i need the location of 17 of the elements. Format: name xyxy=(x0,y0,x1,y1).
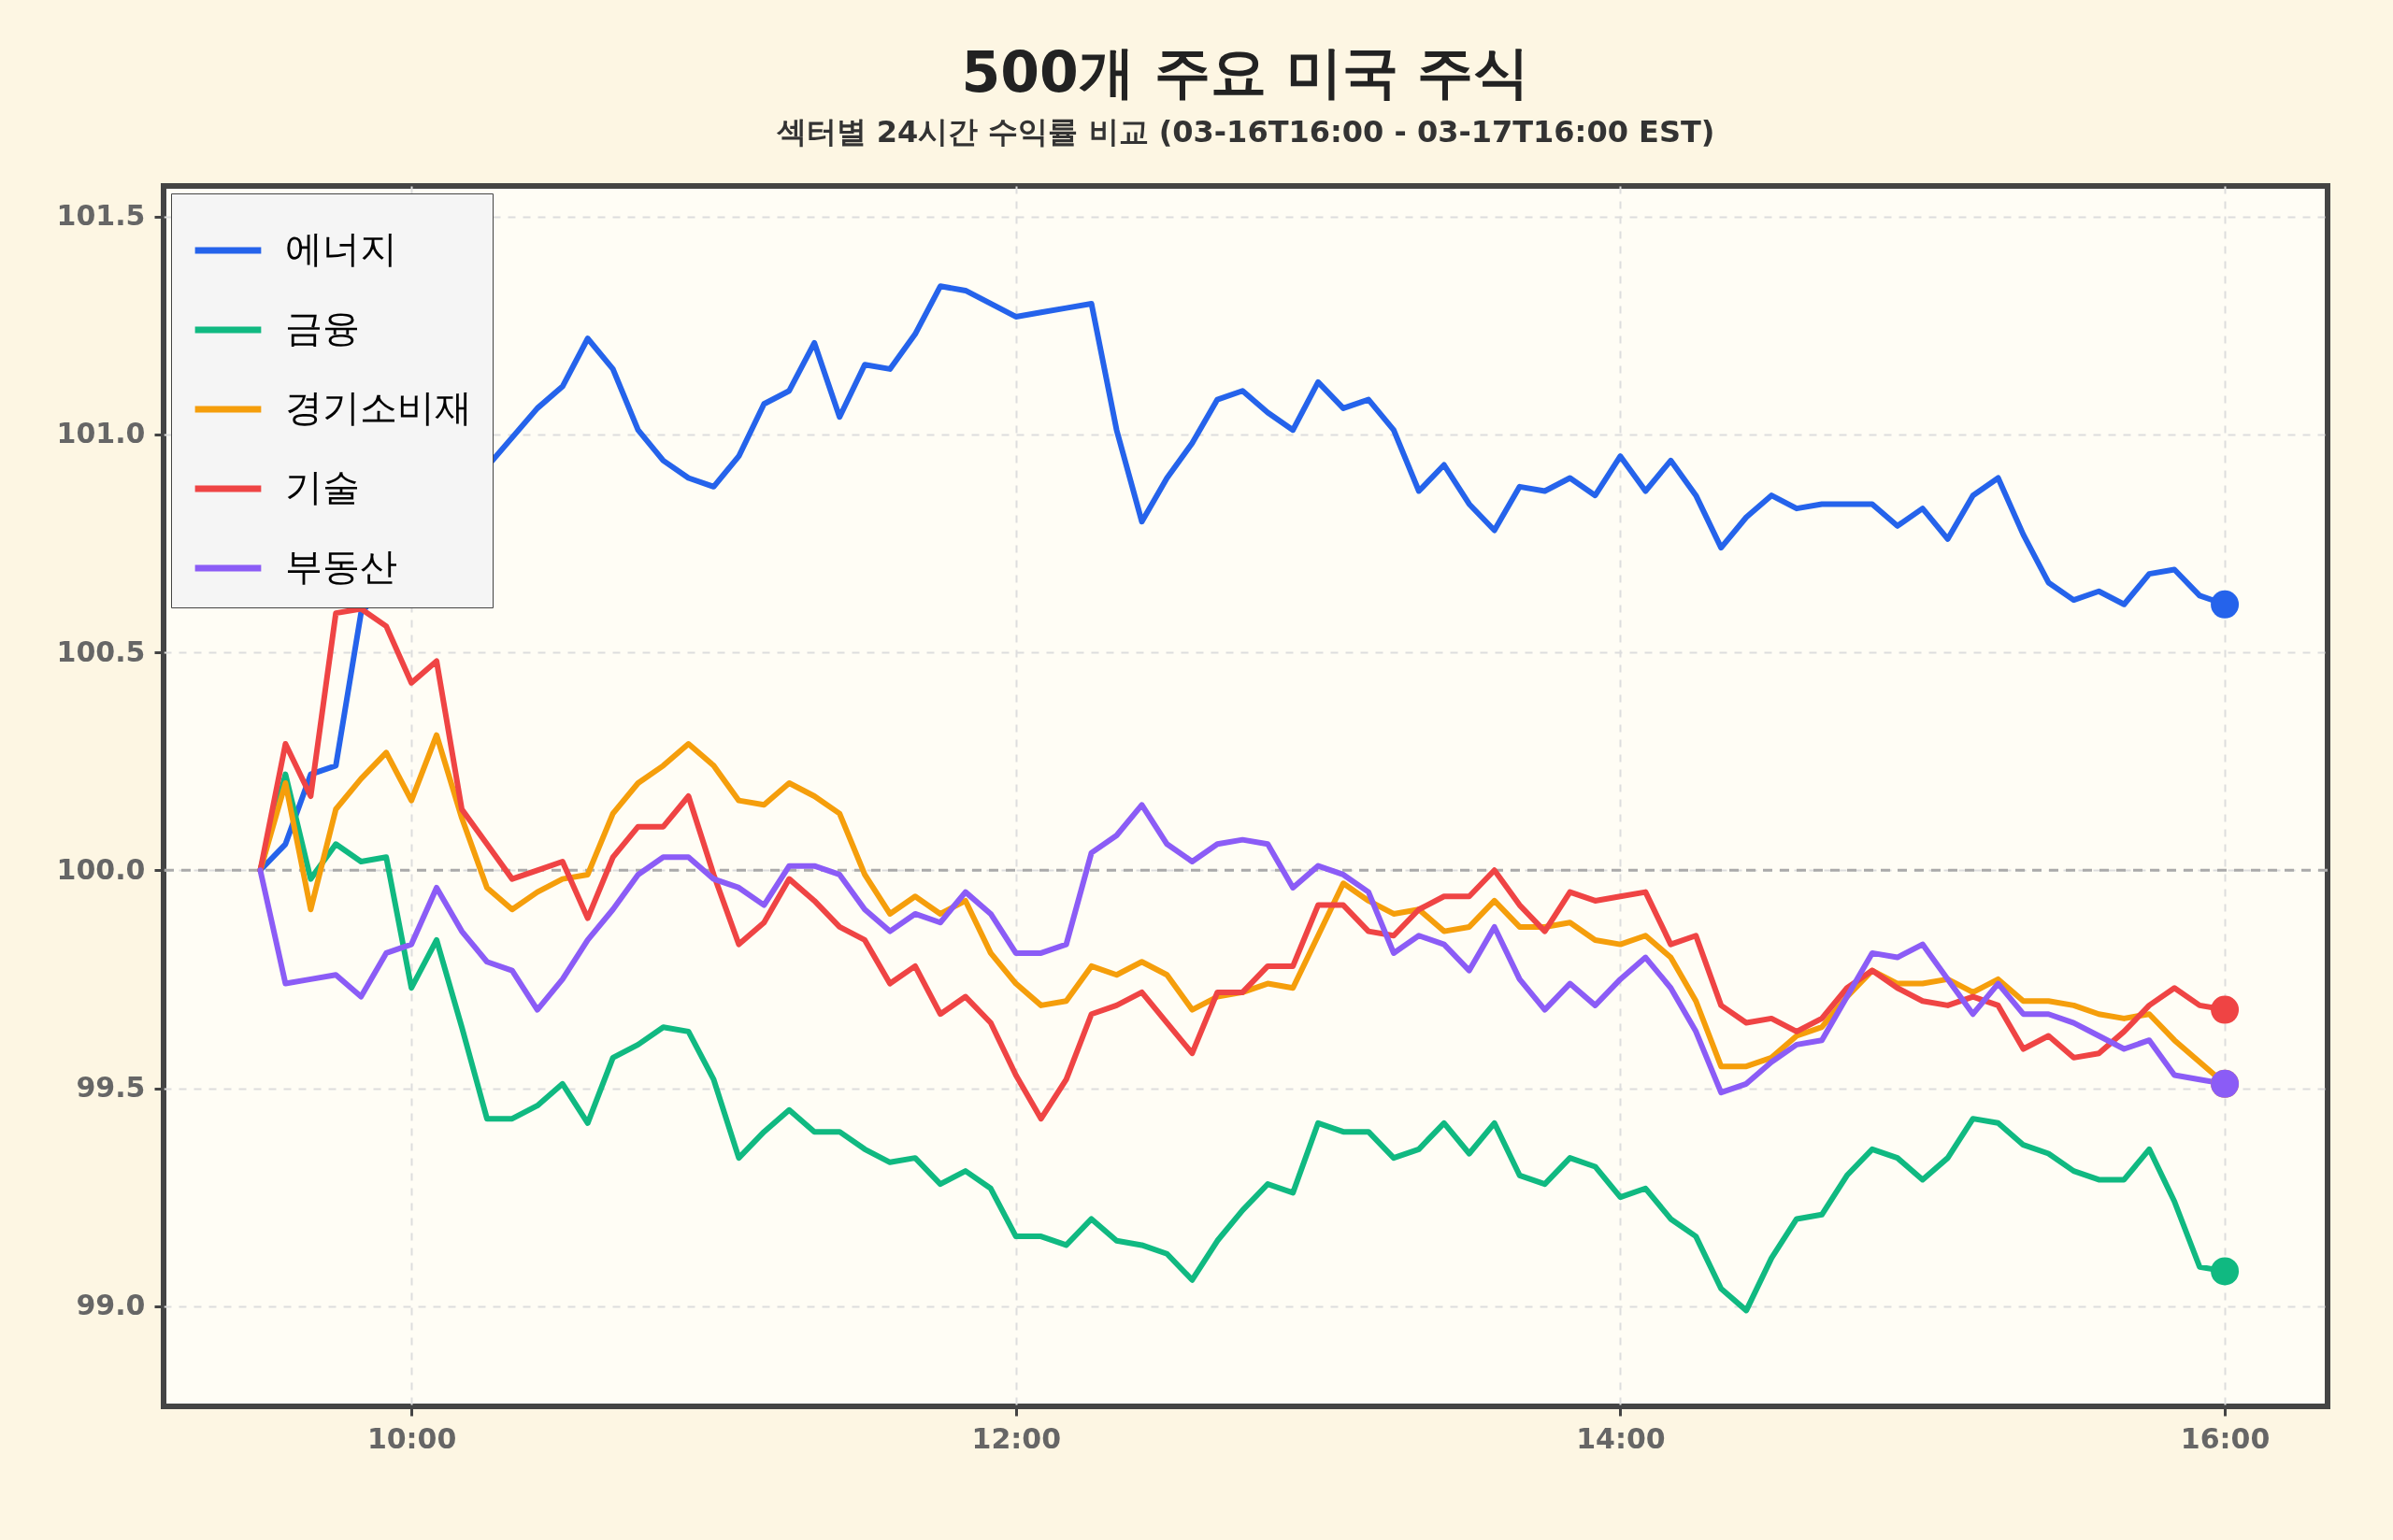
y-tick-label: 101.5 xyxy=(56,199,146,233)
y-tick-label: 99.5 xyxy=(76,1071,146,1105)
legend-label: 기술 xyxy=(285,465,360,508)
y-tick-label: 99.0 xyxy=(76,1289,146,1322)
chart-subtitle: 섹터별 24시간 수익률 비교 (03-16T16:00 - 03-17T16:00 EST) xyxy=(775,114,1715,150)
legend-label: 경기소비재 xyxy=(285,386,472,429)
legend-label: 에너지 xyxy=(285,227,397,270)
legend-label: 부동산 xyxy=(285,545,397,588)
x-tick-label: 16:00 xyxy=(2180,1421,2271,1455)
x-tick-label: 10:00 xyxy=(366,1421,457,1455)
x-tick-label: 14:00 xyxy=(1576,1421,1666,1455)
chart-title: 500개 주요 미국 주식 xyxy=(961,39,1530,105)
legend-label: 금융 xyxy=(285,307,360,349)
x-tick-label: 12:00 xyxy=(971,1421,1062,1455)
y-tick-label: 101.0 xyxy=(56,417,146,450)
y-tick-label: 100.0 xyxy=(56,852,146,886)
y-tick-label: 100.5 xyxy=(56,635,146,668)
